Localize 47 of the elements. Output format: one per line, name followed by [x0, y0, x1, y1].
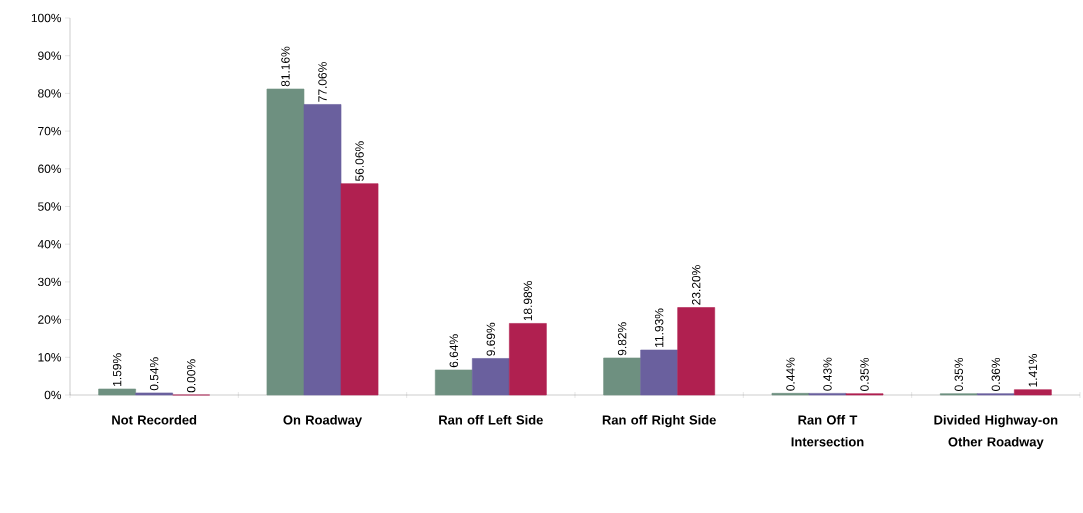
data-label: 0.35%	[860, 358, 869, 392]
bar	[677, 307, 716, 396]
data-label: 6.64%	[449, 334, 459, 368]
data-label: 0.36%	[991, 357, 1001, 391]
y-tick-label: 40%	[37, 239, 62, 249]
y-tick-label: 10%	[38, 353, 62, 362]
y-tick-label: 90%	[38, 51, 62, 60]
x-tick-label: Ran off Right Side	[602, 415, 716, 428]
bar	[509, 323, 547, 396]
data-label: 77.06%	[318, 62, 327, 102]
data-label: 11.93%	[654, 308, 664, 347]
bar	[340, 183, 379, 396]
data-label: 0.44%	[786, 357, 795, 391]
y-tick-label: 80%	[38, 89, 62, 98]
data-label: 0.43%	[823, 357, 832, 391]
x-tick-label: Ran Off T Intersection	[791, 415, 864, 447]
y-tick-label: 0%	[44, 390, 62, 400]
data-label: 1.41%	[1028, 354, 1038, 387]
data-label: 9.82%	[617, 322, 627, 356]
data-label: 56.06%	[355, 141, 364, 181]
bar	[603, 357, 641, 396]
data-label: 9.69%	[486, 322, 496, 356]
y-tick-label: 60%	[38, 164, 62, 174]
bar	[98, 388, 136, 396]
bar	[303, 104, 342, 396]
bar	[1014, 389, 1052, 396]
bar	[640, 349, 678, 396]
y-tick-label: 50%	[38, 202, 62, 211]
data-label: 1.59%	[112, 353, 122, 386]
x-tick-label: On Roadway	[283, 415, 363, 428]
data-label: 0.54%	[149, 357, 159, 391]
bar	[266, 88, 305, 396]
data-label: 0.35%	[954, 358, 964, 392]
bar	[434, 369, 473, 396]
bar	[135, 392, 173, 396]
x-tick-label: Divided Highway-on Other Roadway	[934, 415, 1058, 450]
bar	[472, 358, 510, 396]
y-tick-label: 30%	[38, 277, 62, 287]
x-tick-label: Not Recorded	[112, 415, 197, 425]
y-tick-label: 20%	[38, 315, 62, 324]
data-label: 23.20%	[691, 265, 701, 305]
data-label: 18.98%	[523, 281, 533, 321]
y-tick-label: 100%	[31, 13, 62, 23]
data-label: 81.16%	[281, 46, 290, 87]
y-tick-label: 70%	[38, 126, 62, 136]
data-label: 0.00%	[186, 359, 196, 393]
x-tick-label: Ran off Left Side	[439, 415, 543, 425]
